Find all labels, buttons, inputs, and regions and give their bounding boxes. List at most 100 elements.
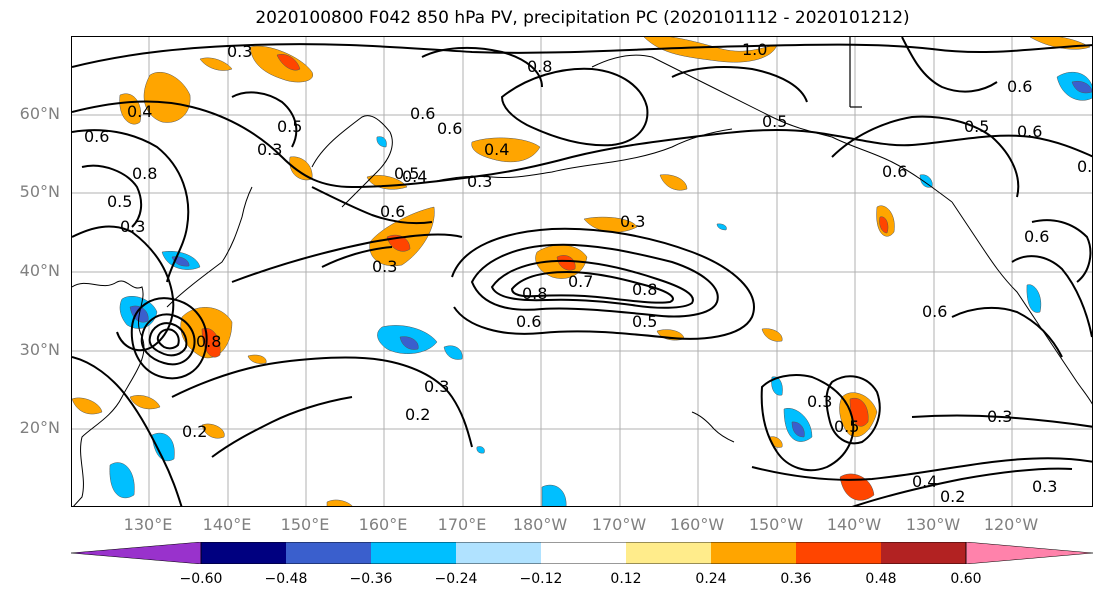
colorbar-extend-left [70,541,202,565]
pv-contour [231,91,298,148]
contour-label: 0.2 [940,487,965,506]
lat-label-60n: 60°N [19,104,60,123]
contour-label: 0.5 [277,117,302,136]
pv-contour [311,186,433,225]
colorbar-tick: 0.60 [950,571,982,587]
pv-contour [1031,219,1092,283]
colorbar-tick: −0.60 [179,571,223,587]
contour-label: 0.5 [1077,157,1093,176]
coastline-japan [166,186,253,308]
contour-label: 0.3 [424,377,449,396]
colorbar-bin [286,542,371,564]
pv-contours [72,37,1092,506]
contour-label: 1.0 [742,40,767,59]
lon-label-170e: 170°E [437,515,487,534]
pv-contour [72,100,1092,189]
pv-contour [851,467,1073,506]
precip-blob [72,397,103,415]
pv-contour [510,270,674,304]
colorbar-bin [201,542,286,564]
precip-blob [201,423,225,439]
contour-label: 0.8 [132,164,157,183]
pv-contour [421,46,543,88]
precip-blob [791,421,805,438]
contour-label: 0.4 [127,102,152,121]
precip-blob [716,223,727,231]
pv-contour [831,115,1020,198]
contour-label: 0.5 [834,417,859,436]
contour-label: 0.2 [405,405,430,424]
precip-blob [151,432,175,462]
precip-blob [659,174,688,191]
colorbar-bin [541,542,626,564]
colorbar-bin [881,542,966,564]
contour-label: 0.3 [227,42,252,61]
coastline-na-west [951,201,1092,405]
contour-label: 0.6 [1017,122,1042,141]
contour-label: 0.4 [484,140,509,159]
colorbar-extend-right [965,541,1094,565]
lon-label-120w: 120°W [983,515,1039,534]
pv-contour [72,129,190,283]
contour-label: 0.6 [380,202,405,221]
pv-contour [911,414,1092,428]
precip-blob [556,255,576,271]
coastline-alaska-aleutians [431,128,733,183]
colorbar-bin [796,542,881,564]
lon-label-140w: 140°W [826,515,882,534]
lon-label-140e: 140°E [202,515,252,534]
contour-label: 0.8 [522,284,547,303]
pv-contour [951,306,1063,358]
contour-label: 0.4 [912,472,937,491]
contour-label: 0.6 [922,302,947,321]
pv-contour [171,356,473,448]
precip-blob [276,54,301,71]
colorbar-tick: 0.36 [780,571,812,587]
pv-contour [490,259,694,309]
precip-blob [476,446,485,454]
contour-label: 0.2 [182,422,207,441]
contour-label: 0.5 [394,164,419,183]
pv-contour [671,66,808,103]
contour-label: 0.3 [257,140,282,159]
precip-blob [541,484,567,506]
pv-contour [148,322,188,357]
precip-blob [583,216,638,233]
contour-label: 0.6 [437,119,462,138]
pv-contour [72,225,175,352]
chart-title: 2020100800 F042 850 hPa PV, precipitatio… [255,8,910,28]
lat-label-50n: 50°N [19,182,60,201]
precip-blob [1026,284,1042,313]
pv-contour [825,375,881,445]
contour-label: 0.5 [107,192,132,211]
colorbar-bin [456,542,541,564]
lat-label-30n: 30°N [19,340,60,359]
colorbar-bin [711,542,796,564]
pv-contour [211,396,353,458]
pv-contour [500,67,649,147]
pv-contour [231,233,463,283]
contour-label: 0.5 [964,117,989,136]
contour-label: 0.6 [516,312,541,331]
lat-label-20n: 20°N [19,418,60,437]
contour-label: 0.5 [762,112,787,131]
lon-label-130w: 130°W [905,515,961,534]
pv-contour [81,164,143,228]
pv-contour [156,328,180,350]
contour-label: 0.3 [620,212,645,231]
contour-label: 0.3 [987,407,1012,426]
map-plot: 0.3 0.3 0.4 0.6 0.8 0.5 0.3 0.5 0.4 0.6 … [72,37,1093,506]
colorbar-tick: −0.48 [264,571,308,587]
precip-blob [129,395,161,410]
contour-label: 0.6 [410,104,435,123]
lon-label-160e: 160°E [358,515,408,534]
precip-blob [399,336,419,350]
colorbar-tick: 0.48 [865,571,897,587]
coastline-alaska [591,54,953,203]
contour-label: 0.5 [632,312,657,331]
contour-label: 0.3 [1032,477,1057,496]
contour-label: 0.3 [120,217,145,236]
lon-label-150e: 150°E [280,515,330,534]
contour-label: 0.7 [568,272,593,291]
pv-contour [760,374,855,472]
